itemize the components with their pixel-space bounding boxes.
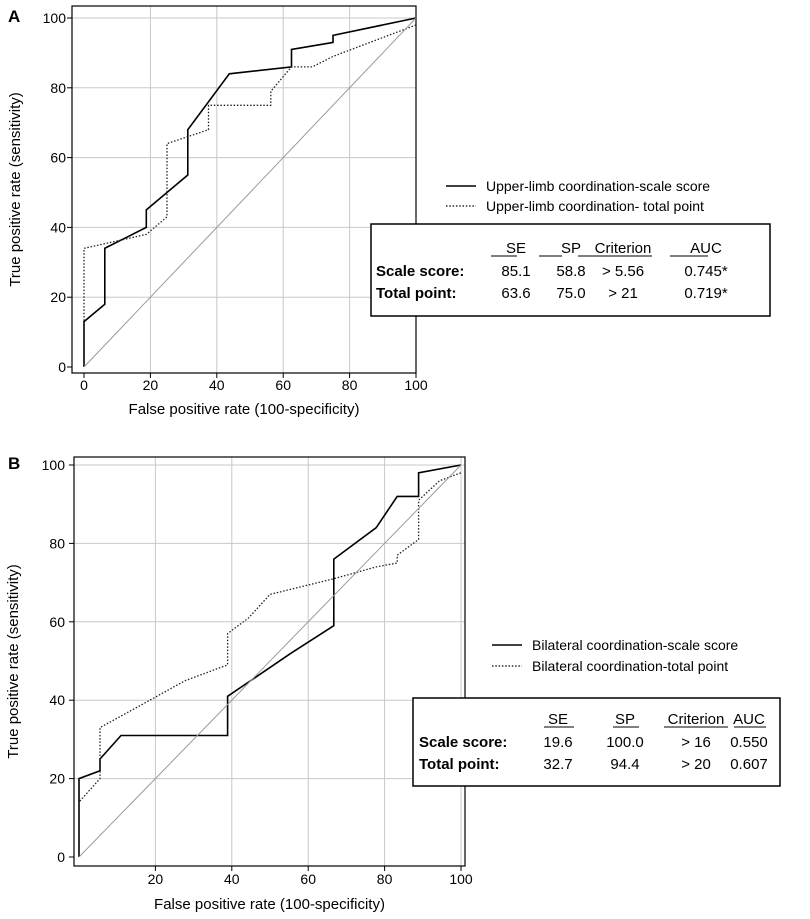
y-tick-label: 20	[49, 771, 65, 787]
panel-a-total-point-roc-line	[83, 24, 417, 367]
panel-b-legend: Bilateral coordination-scale score Bilate…	[492, 637, 738, 674]
y-tick-label: 60	[49, 614, 65, 630]
table-header: Criterion	[668, 711, 725, 728]
table-row-label: Total point:	[419, 756, 500, 773]
panel-a-grid	[72, 6, 417, 373]
panel-b-label: B	[8, 454, 20, 473]
x-tick-label: 80	[377, 871, 393, 887]
y-tick-label: 40	[49, 692, 65, 708]
panel-b-frame	[73, 456, 466, 867]
table-cell: 85.1	[501, 263, 530, 280]
table-cell: 0.607	[730, 756, 768, 773]
legend-entry: Upper-limb coordination-scale score	[486, 178, 710, 194]
stats-table-box	[370, 223, 771, 317]
x-tick-label: 60	[275, 377, 291, 393]
panel-a-stats-table: SE SP Criterion AUC Scale score: 85.1 58.8 > 5.…	[370, 223, 771, 317]
table-row-label: Scale score:	[419, 734, 507, 751]
y-tick-label: 0	[58, 359, 66, 375]
table-cell: 0.550	[730, 734, 768, 751]
panel-a-reference-diagonal-line	[83, 17, 417, 368]
table-cell: > 21	[608, 285, 638, 302]
table-cell: 100.0	[606, 734, 644, 751]
table-header: SE	[506, 240, 526, 257]
table-header: SP	[561, 240, 581, 257]
table-cell: 63.6	[501, 285, 530, 302]
table-header: SE	[548, 711, 568, 728]
table-cell: > 5.56	[602, 263, 644, 280]
x-tick-label: 20	[143, 377, 159, 393]
panel-a-y-axis-label: True positive rate (sensitivity)	[7, 92, 24, 287]
table-cell: 0.719*	[684, 285, 728, 302]
y-tick-label: 0	[57, 849, 65, 865]
panel-a-x-axis-label: False positive rate (100-specificity)	[129, 401, 360, 418]
y-tick-label: 80	[49, 535, 65, 551]
table-cell: > 16	[681, 734, 711, 751]
stats-table-box	[412, 697, 781, 787]
panel-b-stats-table: SE SP Criterion AUC Scale score: 19.6 100.0 > 1…	[412, 697, 781, 787]
table-header: SP	[615, 711, 635, 728]
table-header: Criterion	[595, 240, 652, 257]
table-row-label: Scale score:	[376, 263, 464, 280]
y-tick-label: 100	[42, 457, 66, 473]
y-tick-label: 80	[50, 80, 66, 96]
x-tick-label: 40	[209, 377, 225, 393]
table-cell: > 20	[681, 756, 711, 773]
y-tick-label: 100	[43, 10, 67, 26]
table-cell: 0.745*	[684, 263, 728, 280]
table-cell: 19.6	[543, 734, 572, 751]
panel-a-label: A	[8, 7, 20, 26]
table-cell: 32.7	[543, 756, 572, 773]
table-header: AUC	[733, 711, 765, 728]
panel-a: A 0 20 40 60 80 100 0 20 40 60 80 100 False positive …	[7, 5, 771, 418]
panel-b-total-point-roc-line	[78, 472, 462, 857]
panel-b-scale-score-roc-line	[78, 464, 462, 857]
table-header: AUC	[690, 240, 722, 257]
panel-b-y-axis-label: True positive rate (sensitivity)	[5, 564, 22, 759]
panel-b-grid	[74, 457, 465, 866]
y-tick-label: 20	[50, 289, 66, 305]
x-tick-label: 60	[300, 871, 316, 887]
y-tick-label: 40	[50, 219, 66, 235]
x-tick-label: 40	[224, 871, 240, 887]
panel-b: B 20 40 60 80 100 0 20 40 60 80 100 False positive r…	[5, 454, 781, 913]
panel-a-scale-score-roc-line	[83, 17, 417, 367]
y-tick-label: 60	[50, 150, 66, 166]
legend-entry: Bilateral coordination-scale score	[532, 637, 738, 653]
x-tick-label: 100	[449, 871, 473, 887]
panel-b-x-axis-label: False positive rate (100-specificity)	[154, 896, 385, 913]
table-row-label: Total point:	[376, 285, 457, 302]
table-cell: 58.8	[556, 263, 585, 280]
legend-entry: Bilateral coordination-total point	[532, 658, 728, 674]
x-tick-label: 100	[404, 377, 428, 393]
panel-a-frame	[71, 5, 417, 374]
table-cell: 94.4	[610, 756, 639, 773]
x-tick-label: 80	[342, 377, 358, 393]
x-tick-label: 0	[80, 377, 88, 393]
legend-entry: Upper-limb coordination- total point	[486, 198, 704, 214]
panel-a-legend: Upper-limb coordination-scale score Upper…	[446, 178, 710, 214]
panel-b-reference-diagonal-line	[78, 464, 462, 858]
x-tick-label: 20	[148, 871, 164, 887]
table-cell: 75.0	[556, 285, 585, 302]
